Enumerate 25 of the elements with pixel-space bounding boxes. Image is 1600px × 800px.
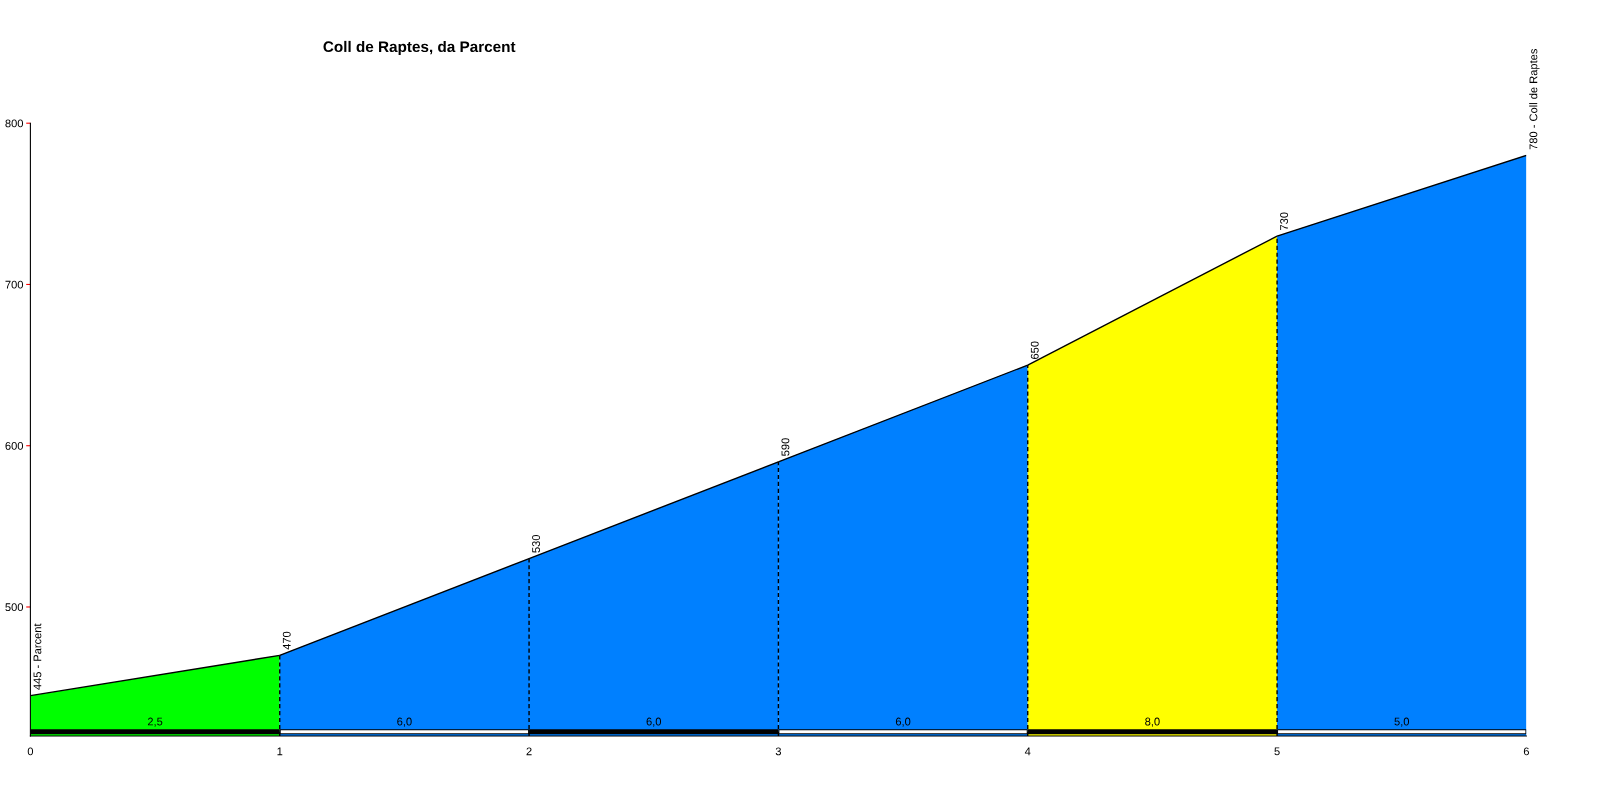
x-tick-label: 2 (526, 747, 532, 756)
annotation: 2,5 (147, 717, 163, 727)
data-label: 730 (1280, 212, 1289, 230)
x-tick-label: 1 (277, 747, 283, 756)
data-label: 780 - Coll de Raptes (1529, 49, 1540, 150)
y-tick-label: 600 (5, 441, 24, 450)
annotation: 6,0 (895, 717, 911, 727)
x-tick-label: 4 (1024, 747, 1031, 756)
x-tick-label: 5 (1274, 747, 1280, 756)
annotation: 8,0 (1145, 717, 1160, 727)
data-label: 470 (282, 631, 291, 650)
x-tick-label: 3 (775, 747, 781, 756)
x-tick-label: 0 (27, 747, 34, 756)
data-label: 590 (781, 438, 790, 456)
x-tick-label: 6 (1523, 747, 1529, 756)
annotation: 6,0 (397, 717, 412, 727)
y-tick-label: 700 (5, 280, 24, 289)
data-label: 650 (1030, 341, 1039, 359)
annotation: 5,0 (1394, 717, 1410, 727)
y-tick-label: 800 (5, 119, 24, 128)
annotation: 6,0 (646, 717, 662, 727)
data-label: 445 - Parcent (33, 623, 42, 690)
chart-title: Coll de Raptes, da Parcent (323, 40, 516, 56)
y-tick-label: 500 (5, 603, 24, 612)
data-label: 530 (532, 534, 541, 553)
